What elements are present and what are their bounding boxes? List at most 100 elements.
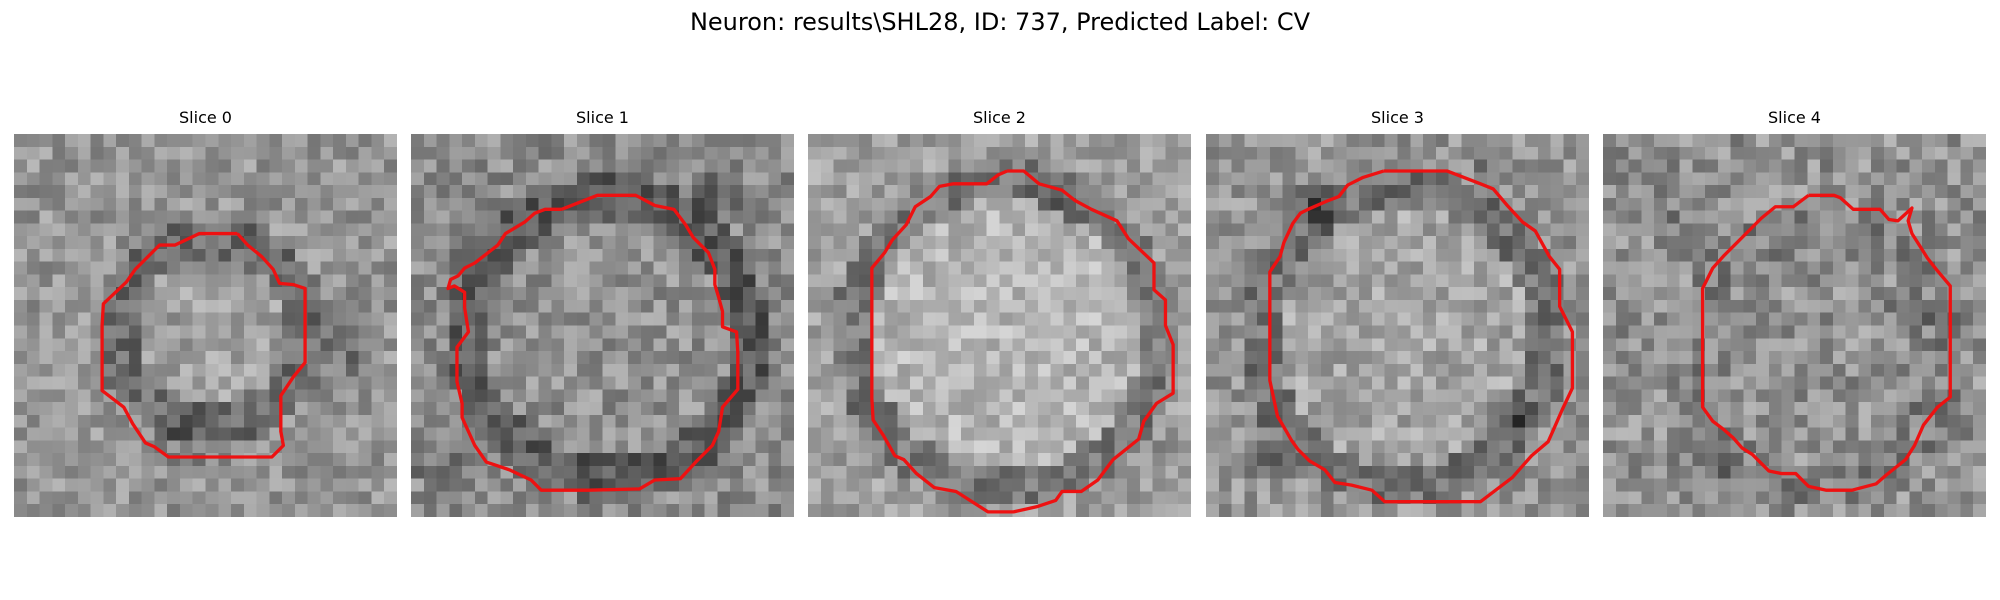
pixel [1114,146,1128,160]
pixel [205,134,219,148]
pixel [474,236,488,250]
pixel [1269,172,1283,186]
pixel [1257,325,1271,339]
pixel [859,248,873,263]
pixel [742,376,757,390]
pixel [833,223,847,237]
pixel [1781,159,1795,173]
pixel [1308,351,1322,365]
pixel [922,210,937,224]
pixel [935,389,949,403]
pixel [218,146,232,160]
pixel [961,223,975,237]
pixel [436,376,450,390]
pixel [1743,402,1757,416]
pixel [1461,351,1475,365]
pixel [1486,351,1501,365]
pixel [691,197,706,211]
pixel [973,312,988,326]
pixel [1050,287,1064,301]
pixel [1794,134,1808,148]
pixel [1257,223,1271,237]
pixel [333,146,347,160]
pixel [961,338,975,352]
pixel [973,159,988,173]
pixel [755,134,769,148]
pixel [462,478,476,492]
pixel [1820,312,1834,326]
pixel [1781,134,1795,148]
pixel [358,478,372,492]
pixel [742,223,757,237]
pixel [859,427,873,441]
pixel [755,172,769,186]
pixel [704,299,718,314]
pixel [256,414,270,429]
pixel [1730,453,1744,467]
pixel [1037,504,1051,517]
pixel [371,210,385,224]
pixel [1269,197,1283,211]
pixel [1679,402,1693,416]
pixel [653,389,667,403]
pixel [910,287,924,301]
pixel [1282,453,1296,467]
pixel [1076,287,1090,301]
pixel [679,402,693,416]
pixel [243,491,257,505]
pixel [269,376,283,390]
pixel [1756,325,1770,339]
pixel [462,197,476,211]
pixel [371,491,385,505]
pixel [231,478,245,492]
pixel [1563,453,1577,467]
pixel [1832,159,1846,173]
pixel [1832,299,1846,314]
pixel [602,210,616,224]
pixel [103,134,117,148]
pixel [859,210,873,224]
pixel [755,210,769,224]
pixel [1922,478,1936,492]
pixel [1025,465,1039,480]
pixel [1101,363,1115,377]
pixel [1474,146,1488,160]
pixel [345,478,360,492]
pixel [1603,414,1617,429]
pixel [589,414,603,429]
slice-title: Slice 1 [576,108,629,127]
pixel [1474,236,1488,250]
pixel [755,414,769,429]
pixel [269,299,283,314]
pixel [1730,478,1744,492]
pixel [1244,453,1258,467]
pixel [897,351,911,365]
pixel [449,172,463,186]
grayscale-pixel-grid [14,134,397,517]
pixel [1282,478,1296,492]
pixel [1512,197,1526,211]
pixel [602,504,616,517]
pixel [384,312,397,326]
slice-image [808,134,1191,517]
pixel [1871,504,1885,517]
pixel [768,134,782,148]
pixel [141,236,155,250]
pixel [1025,185,1039,199]
pixel [1820,414,1834,429]
pixel [1384,274,1398,288]
pixel [1333,197,1347,211]
pixel [986,363,1000,377]
pixel [1333,223,1347,237]
pixel [1563,376,1577,390]
pixel [717,440,731,454]
pixel [833,414,847,429]
pixel [1909,453,1923,467]
pixel [1127,287,1141,301]
pixel [820,376,834,390]
pixel [1909,185,1923,199]
pixel [192,287,206,301]
pixel [1308,312,1322,326]
pixel [90,504,104,517]
pixel [961,504,975,517]
